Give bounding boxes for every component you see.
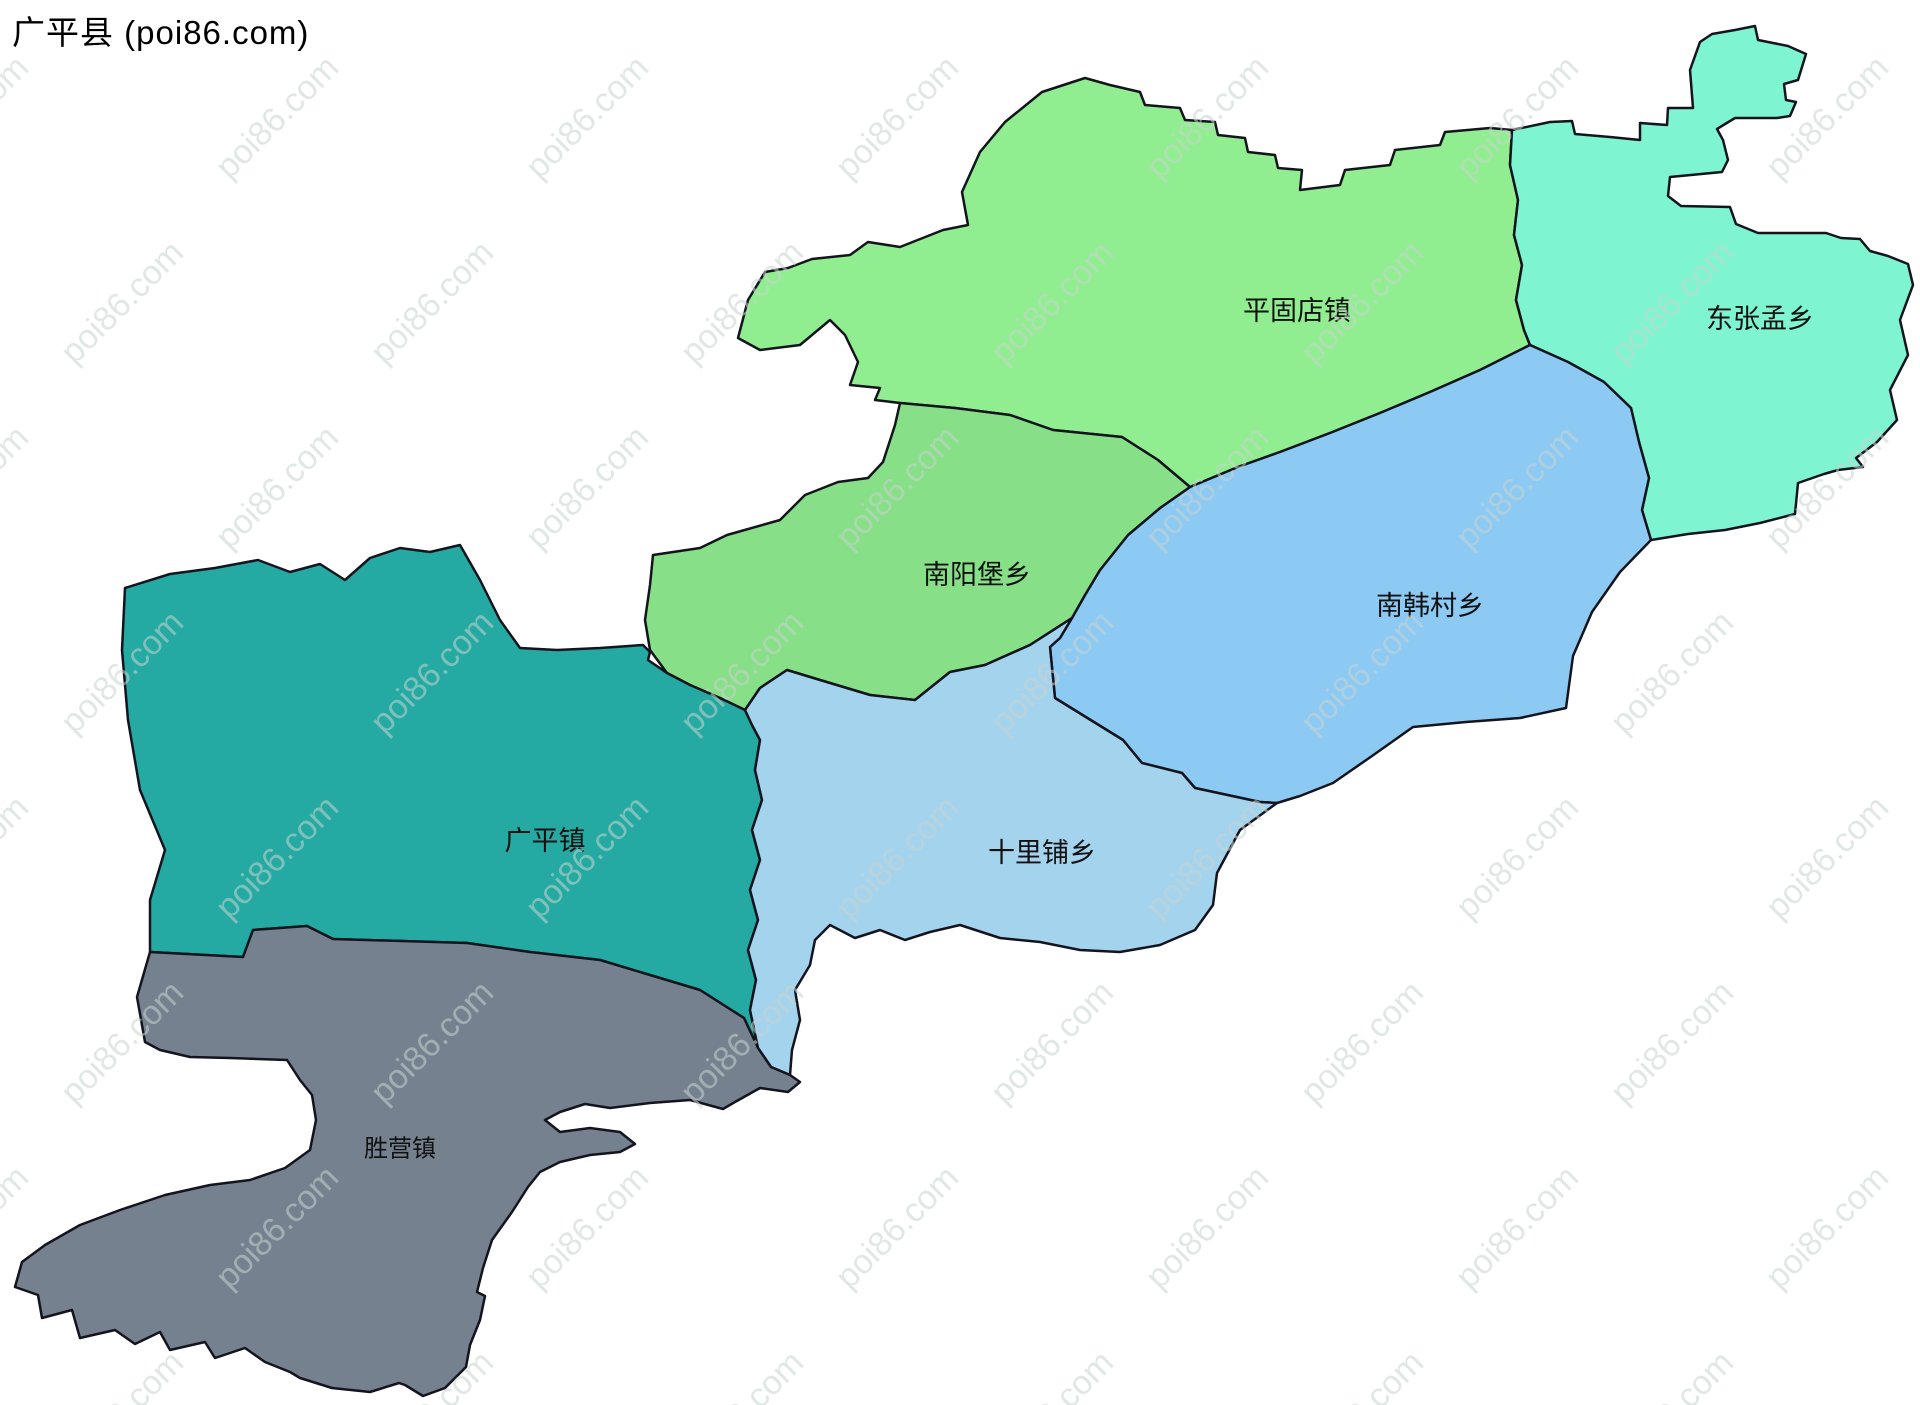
watermark-text: poi86.com [1603, 0, 1741, 1]
watermark-text: poi86.com [1448, 1158, 1586, 1296]
watermark-text: poi86.com [53, 0, 191, 1]
watermark-text: poi86.com [1603, 1343, 1741, 1405]
region-layer [13, 24, 1915, 1398]
watermark-text: poi86.com [0, 48, 36, 186]
watermark-text: poi86.com [208, 48, 346, 186]
watermark-text: poi86.com [1913, 973, 1920, 1111]
watermark-text: poi86.com [1293, 0, 1431, 1]
watermark-text: poi86.com [0, 418, 36, 556]
watermark-text: poi86.com [363, 233, 501, 371]
watermark-text: poi86.com [1448, 788, 1586, 926]
watermark-text: poi86.com [363, 0, 501, 1]
map-title: 广平县 (poi86.com) [12, 14, 310, 51]
watermark-text: poi86.com [1293, 1343, 1431, 1405]
watermark-text: poi86.com [1603, 603, 1741, 741]
watermark-text: poi86.com [0, 788, 36, 926]
watermark-text: poi86.com [1138, 1158, 1276, 1296]
watermark-text: poi86.com [1913, 603, 1920, 741]
watermark-text: poi86.com [53, 233, 191, 371]
watermark-text: poi86.com [518, 1158, 656, 1296]
watermark-text: poi86.com [1603, 973, 1741, 1111]
watermark-text: poi86.com [828, 48, 966, 186]
watermark-text: poi86.com [1293, 973, 1431, 1111]
watermark-text: poi86.com [983, 1343, 1121, 1405]
watermark-text: poi86.com [1758, 1158, 1896, 1296]
watermark-text: poi86.com [1913, 1343, 1920, 1405]
watermark-text: poi86.com [983, 973, 1121, 1111]
watermark-text: poi86.com [53, 1343, 191, 1405]
watermark-text: poi86.com [1913, 0, 1920, 1]
region-shilipu[interactable] [743, 616, 1279, 1077]
watermark-text: poi86.com [673, 1343, 811, 1405]
watermark-text: poi86.com [518, 418, 656, 556]
watermark-text: poi86.com [983, 0, 1121, 1]
watermark-text: poi86.com [208, 418, 346, 556]
watermark-text: poi86.com [1913, 233, 1920, 371]
watermark-text: poi86.com [673, 0, 811, 1]
watermark-text: poi86.com [1758, 788, 1896, 926]
watermark-text: poi86.com [828, 1158, 966, 1296]
region-shengying[interactable] [13, 924, 802, 1398]
watermark-text: poi86.com [518, 48, 656, 186]
